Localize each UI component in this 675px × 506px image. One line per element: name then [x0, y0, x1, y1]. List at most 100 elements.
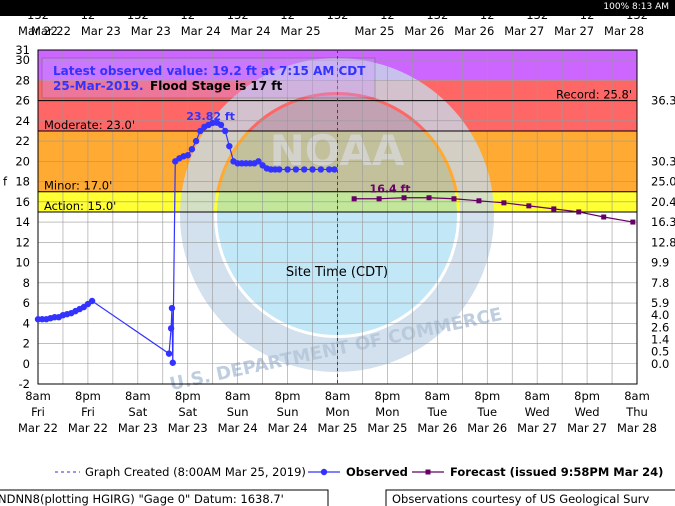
x-tick-date: Mar 24	[268, 421, 308, 435]
legend-forecast-label: Forecast (issued 9:58PM Mar 24)	[450, 465, 663, 479]
x-tick-time: 8pm	[574, 389, 600, 403]
x-tick-date: Mar 22	[68, 421, 108, 435]
series-line-forecast	[354, 197, 633, 223]
top-tick-date: Mar 28	[604, 24, 644, 38]
y-tick-label: 2	[23, 337, 30, 351]
x-tick-time: 8am	[524, 389, 550, 403]
x-tick-time: 8pm	[375, 389, 401, 403]
threshold-label: Record: 25.8'	[556, 88, 632, 102]
top-tick-date: Mar 24	[231, 24, 271, 38]
top-tick-date: Mar 22	[18, 24, 58, 38]
x-tick-time: 8pm	[275, 389, 301, 403]
observed-point	[165, 350, 173, 357]
x-tick-time: 8pm	[474, 389, 500, 403]
observed-point	[226, 142, 233, 150]
peak-forecast-label: 16.4 ft	[370, 183, 411, 196]
x-tick-day: Wed	[575, 405, 600, 419]
top-tick-date: Mar 23	[131, 24, 171, 38]
right-tick-label: 0.5	[651, 345, 669, 359]
info-line-2: 25-Mar-2019.	[53, 79, 144, 93]
right-tick-label: 2.6	[651, 320, 669, 334]
info-line-3: Flood Stage is 17 ft	[150, 79, 282, 93]
x-tick-day: Fri	[31, 405, 45, 419]
x-tick-date: Mar 26	[467, 421, 507, 435]
observed-point	[276, 166, 283, 173]
x-tick-day: Tue	[427, 405, 448, 419]
y-tick-label: -2	[19, 377, 30, 391]
observed-point	[197, 127, 204, 135]
x-tick-date: Mar 27	[567, 421, 607, 435]
x-tick-day: Mon	[325, 405, 349, 419]
right-tick-label: 36.3	[651, 94, 675, 108]
y-tick-label: 18	[15, 175, 30, 189]
x-tick-day: Sun	[277, 405, 299, 419]
y-tick-label: 30	[15, 53, 30, 67]
x-tick-day: Thu	[625, 405, 648, 419]
x-tick-day: Sun	[227, 405, 249, 419]
threshold-label: Minor: 17.0'	[44, 179, 112, 193]
forecast-point	[426, 195, 432, 201]
top-tick-partial: 132	[426, 8, 448, 22]
x-tick-time: 8am	[425, 389, 451, 403]
right-tick-label: 4.0	[651, 308, 669, 322]
forecast-point	[601, 214, 607, 220]
x-tick-time: 8am	[624, 389, 650, 403]
info-line-1: Latest observed value: 19.2 ft at 7:15 A…	[53, 64, 366, 78]
footer-right-box	[385, 489, 675, 506]
forecast-point	[476, 198, 482, 204]
observed-point	[192, 137, 200, 145]
observed-point	[184, 152, 191, 159]
y-tick-label: 31	[15, 43, 30, 57]
top-tick-date: Mar 25	[354, 24, 394, 38]
y-tick-label: 28	[15, 73, 30, 87]
legend-observed-marker	[320, 468, 328, 476]
observed-point	[292, 166, 300, 173]
observed-point	[309, 166, 316, 173]
top-tick-partial: 12	[380, 8, 395, 22]
y-tick-label: 26	[15, 94, 30, 108]
forecast-point	[551, 206, 557, 212]
top-tick-partial: 132	[327, 8, 349, 22]
y-tick-label: 10	[15, 256, 30, 270]
x-tick-day: Sat	[128, 405, 147, 419]
forecast-point	[401, 195, 407, 201]
top-tick-partial: 12	[280, 8, 295, 22]
observed-point	[317, 166, 325, 173]
x-tick-time: 8am	[25, 389, 51, 403]
observed-point	[88, 297, 96, 305]
x-tick-day: Sat	[178, 405, 197, 419]
y-axis-fragment: f	[3, 175, 8, 189]
x-tick-time: 8am	[225, 389, 251, 403]
x-tick-time: 8pm	[75, 389, 101, 403]
x-tick-date: Mar 25	[367, 421, 407, 435]
x-tick-date: Mar 26	[417, 421, 457, 435]
right-tick-label: 5.9	[651, 296, 669, 310]
right-tick-label: 20.4	[651, 195, 675, 209]
y-tick-label: 20	[15, 154, 30, 168]
battery-level: 100%	[603, 2, 630, 12]
top-tick-partial: 12	[81, 8, 96, 22]
top-tick-date: Mar 22	[31, 24, 71, 38]
y-tick-label: 16	[15, 195, 30, 209]
y-tick-label: 12	[15, 235, 30, 249]
forecast-point	[376, 196, 382, 202]
x-tick-date: Mar 23	[118, 421, 158, 435]
top-tick-date: Mar 27	[554, 24, 594, 38]
observed-point	[301, 166, 308, 173]
forecast-point	[630, 219, 636, 225]
x-tick-date: Mar 27	[517, 421, 557, 435]
threshold-label: Moderate: 23.0'	[44, 118, 135, 132]
y-tick-label: 0	[23, 357, 30, 371]
y-tick-label: 8	[23, 276, 30, 290]
footer-left-box	[0, 489, 329, 506]
observed-point	[188, 145, 196, 153]
y-tick-label: 24	[15, 114, 30, 128]
observed-point	[331, 166, 338, 173]
right-tick-label: 30.3	[651, 154, 675, 168]
observed-point	[167, 325, 175, 332]
x-tick-date: Mar 24	[218, 421, 258, 435]
forecast-point	[576, 209, 582, 215]
forecast-point	[526, 203, 532, 209]
right-tick-label: 16.3	[651, 215, 675, 229]
x-tick-date: Mar 22	[18, 421, 58, 435]
